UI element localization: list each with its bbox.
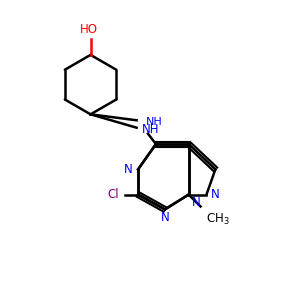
Text: N: N bbox=[192, 196, 200, 209]
Text: HO: HO bbox=[80, 22, 98, 36]
Text: N: N bbox=[160, 211, 169, 224]
Text: NH: NH bbox=[146, 117, 162, 128]
Text: N: N bbox=[124, 163, 133, 176]
Text: Cl: Cl bbox=[107, 188, 119, 201]
Text: NH: NH bbox=[142, 123, 160, 136]
Text: CH$_3$: CH$_3$ bbox=[206, 212, 230, 227]
Text: N: N bbox=[211, 188, 220, 201]
